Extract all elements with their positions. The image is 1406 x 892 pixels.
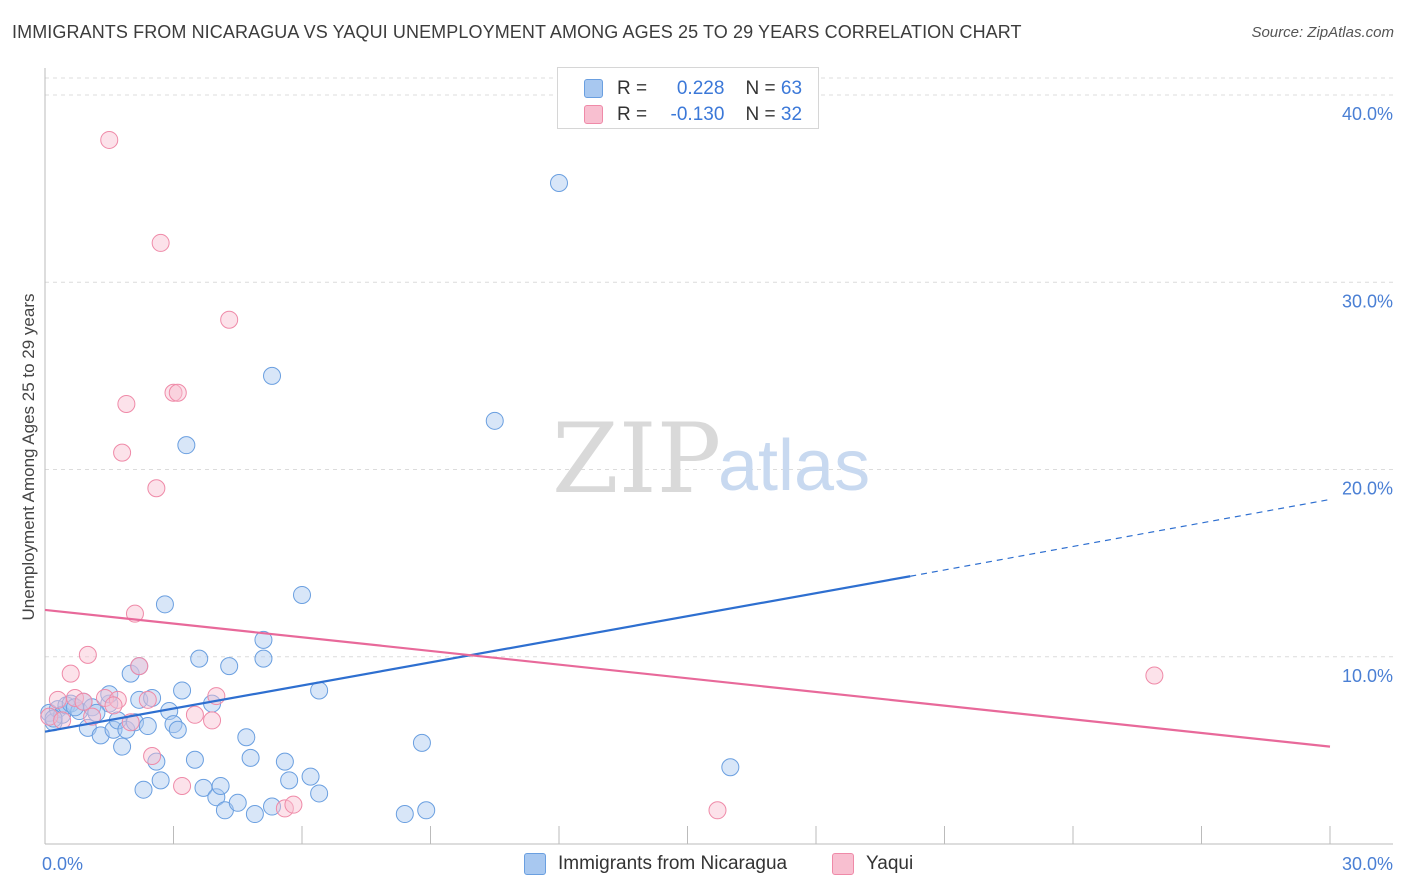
data-point: [721, 758, 740, 777]
data-point: [83, 707, 102, 726]
legend-swatch-nicaragua: [584, 79, 603, 98]
legend-stats-yaqui: R = -0.130 N = 32: [617, 104, 803, 125]
data-point: [104, 720, 123, 739]
data-point: [241, 748, 260, 767]
data-point: [185, 750, 204, 769]
data-point: [173, 776, 192, 795]
data-point: [220, 310, 239, 329]
data-point: [310, 784, 329, 803]
data-point: [78, 645, 97, 664]
tick-labels: 10.0% 20.0% 30.0% 40.0% 0.0% 30.0%: [42, 104, 1393, 874]
data-point: [168, 383, 187, 402]
data-point: [100, 130, 119, 149]
x-tick-label: 0.0%: [42, 854, 83, 874]
y-tick-label: 10.0%: [1342, 666, 1393, 686]
y-axis-label: Unemployment Among Ages 25 to 29 years: [19, 294, 38, 621]
chart-title: IMMIGRANTS FROM NICARAGUA VS YAQUI UNEMP…: [12, 22, 1022, 42]
data-point: [485, 411, 504, 430]
watermark-atlas: atlas: [718, 426, 870, 506]
data-point: [173, 681, 192, 700]
trend-lines: [44, 498, 1331, 748]
data-point: [130, 657, 149, 676]
data-point: [220, 657, 239, 676]
data-point: [254, 630, 273, 649]
data-point: [280, 771, 299, 790]
data-point: [177, 436, 196, 455]
data-point: [417, 801, 436, 820]
data-point: [284, 795, 303, 814]
x-tick-label: 30.0%: [1342, 854, 1393, 874]
data-point: [190, 649, 209, 668]
data-point: [61, 664, 80, 683]
data-point: [275, 799, 294, 818]
series-label-nicaragua: Immigrants from Nicaragua: [558, 853, 788, 874]
legend-stats-nicaragua: R = 0.228 N = 63: [617, 78, 803, 99]
data-point: [65, 698, 84, 717]
data-point: [125, 604, 144, 623]
data-point: [113, 443, 132, 462]
data-point: [113, 737, 132, 756]
data-point: [263, 366, 282, 385]
watermark: ZIP atlas: [552, 403, 870, 515]
series-swatch-yaqui: [832, 853, 854, 875]
data-point: [550, 174, 568, 193]
data-point: [275, 752, 294, 771]
data-point: [185, 705, 204, 724]
data-point: [211, 776, 230, 795]
y-tick-label: 30.0%: [1342, 291, 1393, 311]
trend-line-yaqui: [44, 608, 1331, 748]
axes: [44, 68, 1393, 845]
trend-line-nicaragua: [44, 575, 911, 733]
data-point: [117, 394, 136, 413]
data-point: [164, 383, 183, 402]
series-swatch-nicaragua: [524, 853, 546, 875]
data-point: [293, 585, 311, 604]
data-point: [168, 720, 187, 739]
data-point: [134, 780, 153, 799]
data-point: [74, 692, 93, 711]
data-point: [104, 696, 123, 715]
data-point: [254, 649, 273, 668]
data-point: [228, 793, 247, 812]
data-point: [1145, 666, 1164, 685]
grid-lines: [45, 77, 1393, 658]
watermark-zip: ZIP: [552, 403, 721, 515]
data-point: [203, 711, 222, 730]
data-point: [48, 690, 67, 709]
data-point: [301, 767, 320, 786]
data-point: [53, 711, 72, 730]
series-label-yaqui: Yaqui: [866, 853, 914, 874]
source-attribution: Source: ZipAtlas.com: [1251, 24, 1394, 41]
data-point: [151, 771, 170, 790]
trend-line-nicaragua-extension: [910, 498, 1331, 577]
correlation-legend: R = 0.228 N = 63 R = -0.130 N = 32: [557, 67, 819, 129]
data-point: [207, 788, 226, 807]
y-tick-label: 20.0%: [1342, 479, 1393, 499]
legend-swatch-yaqui: [584, 105, 603, 124]
data-point: [151, 233, 170, 252]
data-point: [412, 733, 431, 752]
data-point: [65, 688, 84, 707]
data-point: [708, 801, 727, 820]
data-point: [155, 595, 174, 614]
data-point: [138, 717, 157, 736]
data-point: [147, 479, 166, 498]
data-point: [395, 805, 414, 824]
data-point: [138, 690, 157, 709]
data-point: [245, 805, 264, 824]
data-point: [237, 728, 256, 747]
data-point: [143, 746, 162, 765]
y-tick-label: 40.0%: [1342, 104, 1393, 124]
